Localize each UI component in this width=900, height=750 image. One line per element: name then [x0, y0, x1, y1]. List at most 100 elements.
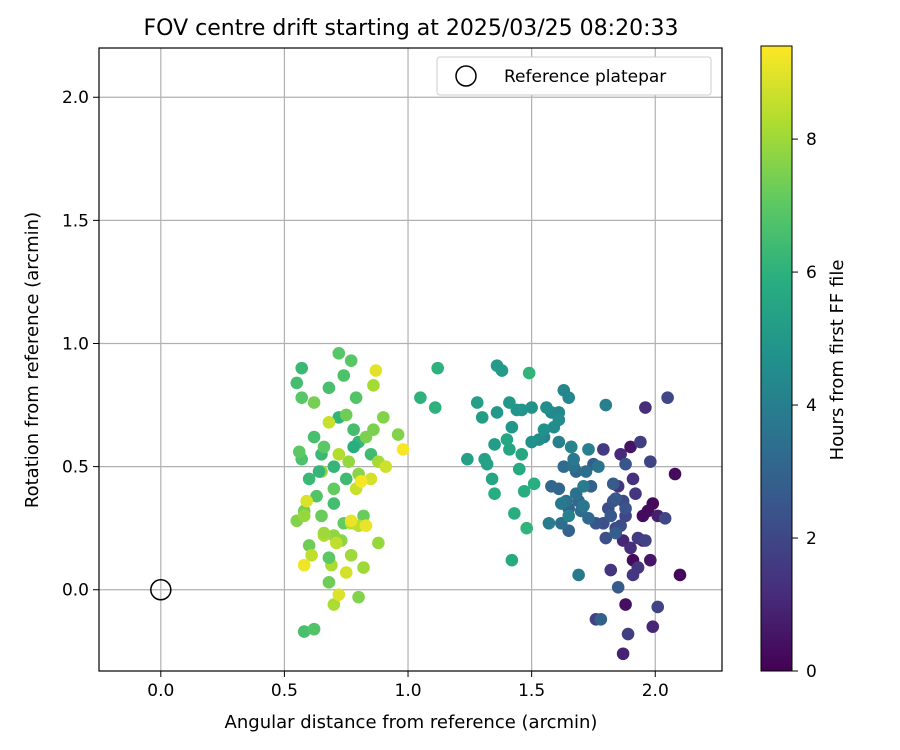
data-point: [297, 558, 311, 572]
data-point: [327, 460, 341, 473]
data-point: [330, 536, 343, 550]
y-axis-ticks: 0.0 0.5 1.0 1.5 2.0: [62, 88, 99, 601]
data-point: [552, 482, 566, 496]
data-point: [611, 580, 625, 594]
data-point: [339, 408, 353, 422]
data-point: [310, 489, 323, 503]
data-point: [297, 625, 311, 638]
data-point: [369, 364, 383, 377]
data-point: [614, 448, 627, 461]
data-point: [505, 420, 519, 434]
data-point: [599, 398, 613, 412]
x-tick-label: 1.5: [518, 681, 545, 701]
data-point: [594, 612, 608, 626]
data-point: [339, 472, 353, 486]
data-point: [396, 443, 410, 456]
legend-box: [436, 56, 712, 96]
data-point: [668, 467, 682, 481]
data-point: [372, 536, 385, 550]
data-point: [592, 460, 605, 473]
data-point: [488, 438, 501, 451]
data-point: [579, 465, 593, 478]
colorbar-ticks: 0 2 4 6 8: [792, 130, 817, 682]
data-point: [555, 497, 568, 510]
data-point: [525, 401, 538, 414]
reference-platepar-marker: [150, 578, 172, 601]
data-point: [347, 423, 360, 436]
data-point: [367, 423, 380, 436]
data-point: [332, 448, 346, 461]
data-point: [564, 440, 578, 454]
data-point: [322, 551, 336, 565]
data-point: [327, 497, 341, 510]
data-point: [295, 391, 309, 404]
data-point: [322, 415, 336, 429]
data-point: [520, 521, 533, 535]
data-point: [478, 452, 491, 466]
data-point: [344, 548, 358, 562]
data-point: [344, 514, 358, 528]
y-tick-label: 0.5: [62, 458, 89, 478]
data-point: [508, 507, 521, 520]
data-point: [503, 396, 516, 409]
data-point: [626, 472, 640, 486]
data-point: [475, 411, 489, 424]
data-point: [604, 509, 618, 523]
y-tick-label: 0.0: [62, 581, 89, 601]
legend: Reference platepar: [436, 56, 712, 96]
data-point: [295, 361, 309, 375]
data-point: [624, 440, 637, 454]
data-point: [391, 428, 405, 441]
data-point: [619, 502, 632, 515]
data-point: [359, 519, 373, 533]
y-tick-label: 1.5: [62, 211, 89, 231]
data-point: [604, 563, 618, 577]
colorbar-tick-label: 2: [806, 529, 817, 549]
data-point: [377, 411, 390, 424]
data-point: [414, 391, 427, 404]
data-point: [461, 452, 474, 466]
y-tick-label: 1.0: [62, 334, 89, 354]
data-point: [522, 366, 536, 380]
data-point: [332, 588, 346, 601]
data-point: [297, 509, 311, 523]
colorbar-tick-label: 8: [806, 130, 817, 150]
data-point: [354, 475, 368, 488]
colorbar-gradient: [760, 45, 793, 672]
data-point: [292, 445, 306, 459]
data-point: [567, 452, 580, 466]
data-point: [634, 435, 647, 449]
y-tick-label: 2.0: [62, 88, 89, 108]
data-point: [609, 526, 622, 540]
data-point: [379, 460, 393, 473]
data-point: [562, 391, 576, 404]
data-point: [646, 620, 660, 633]
data-point: [428, 401, 442, 414]
data-point: [305, 548, 318, 562]
data-point: [644, 455, 657, 468]
data-point: [302, 472, 316, 486]
legend-label: Reference platepar: [504, 67, 666, 87]
data-point: [342, 455, 355, 468]
data-point: [332, 347, 346, 360]
data-point: [629, 487, 642, 501]
data-point: [327, 482, 341, 496]
data-point: [661, 391, 674, 404]
x-axis-ticks: 0.0 0.5 1.0 1.5 2.0: [147, 671, 669, 701]
data-point: [542, 516, 556, 530]
data-point: [485, 472, 499, 486]
data-point: [307, 622, 321, 636]
data-point: [307, 430, 321, 444]
data-point: [582, 443, 595, 456]
data-point: [557, 460, 571, 473]
data-point: [651, 600, 665, 614]
data-point: [552, 413, 566, 427]
data-point: [503, 443, 516, 456]
data-point: [352, 590, 365, 604]
data-point: [636, 509, 650, 523]
data-point: [364, 472, 378, 486]
data-point: [488, 487, 501, 501]
data-point: [515, 448, 529, 461]
data-point: [317, 440, 331, 454]
data-point: [300, 494, 313, 508]
